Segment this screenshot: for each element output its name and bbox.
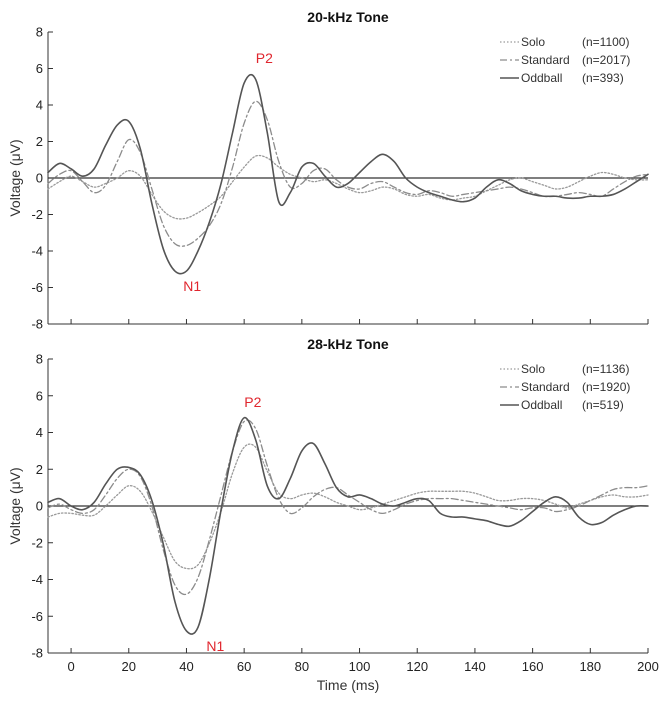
x-tick-label: 20: [122, 659, 136, 674]
x-tick-label: 100: [349, 659, 371, 674]
peak-label-n1: N1: [206, 638, 224, 654]
legend-label: Solo: [521, 362, 545, 376]
y-tick-label: 0: [36, 171, 43, 186]
x-tick-label: 140: [464, 659, 486, 674]
x-axis-label: Time (ms): [317, 677, 379, 693]
x-tick-label: 160: [522, 659, 544, 674]
y-tick-label: 8: [36, 25, 43, 40]
series-line-standard: [47, 419, 649, 596]
peak-label-p2: P2: [256, 50, 273, 66]
chart-panel-1: -8 -6 -4 -2 0 2 4 6 8 20-kHz Tone Voltage (μV) Solo…: [7, 9, 649, 332]
x-tick-label: 80: [295, 659, 309, 674]
legend-count: (n=1100): [582, 35, 629, 49]
legend-count: (n=2017): [582, 53, 630, 67]
legend-label: Oddball: [521, 71, 562, 85]
x-tick-label: 60: [237, 659, 251, 674]
y-tick-label: -4: [31, 572, 43, 587]
x-tick-label: 200: [637, 659, 659, 674]
x-tick-label: 120: [406, 659, 428, 674]
y-tick-label: 6: [36, 61, 43, 76]
y-tick-label: -8: [31, 646, 43, 661]
y-tick-label: -8: [31, 317, 43, 332]
y-tick-label: -2: [31, 207, 43, 222]
chart-title: 20-kHz Tone: [307, 9, 389, 25]
series-line-oddball: [47, 416, 649, 635]
y-axis-label: Voltage (μV): [7, 139, 23, 216]
legend-count: (n=1136): [582, 362, 629, 376]
y-tick-label: 8: [36, 352, 43, 367]
series-line-oddball: [47, 73, 649, 275]
x-tick-label: 40: [179, 659, 193, 674]
legend: Solo (n=1136) Standard (n=1920) Oddball (n=51…: [500, 362, 630, 412]
legend: Solo (n=1100) Standard (n=2017) Oddball (n=39…: [500, 35, 630, 85]
y-tick-label: 4: [36, 425, 43, 440]
x-tick-label: 0: [67, 659, 74, 674]
y-tick-label: 2: [36, 462, 43, 477]
y-tick-label: 0: [36, 499, 43, 514]
x-tick-label: 180: [579, 659, 601, 674]
y-tick-label: -6: [31, 609, 43, 624]
legend-label: Solo: [521, 35, 545, 49]
legend-label: Standard: [521, 380, 570, 394]
legend-count: (n=519): [582, 398, 624, 412]
legend-count: (n=393): [582, 71, 624, 85]
peak-label-p2: P2: [244, 394, 261, 410]
legend-label: Standard: [521, 53, 570, 67]
series-line-solo: [47, 443, 649, 570]
y-tick-label: -2: [31, 535, 43, 550]
y-tick-label: -6: [31, 280, 43, 295]
legend-count: (n=1920): [582, 380, 630, 394]
peak-label-n1: N1: [183, 278, 201, 294]
y-tick-label: 6: [36, 388, 43, 403]
y-tick-label: 4: [36, 98, 43, 113]
y-tick-label: -4: [31, 244, 43, 259]
chart-title: 28-kHz Tone: [307, 336, 389, 352]
legend-label: Oddball: [521, 398, 562, 412]
y-axis-label: Voltage (μV): [7, 467, 23, 544]
y-tick-label: 2: [36, 134, 43, 149]
